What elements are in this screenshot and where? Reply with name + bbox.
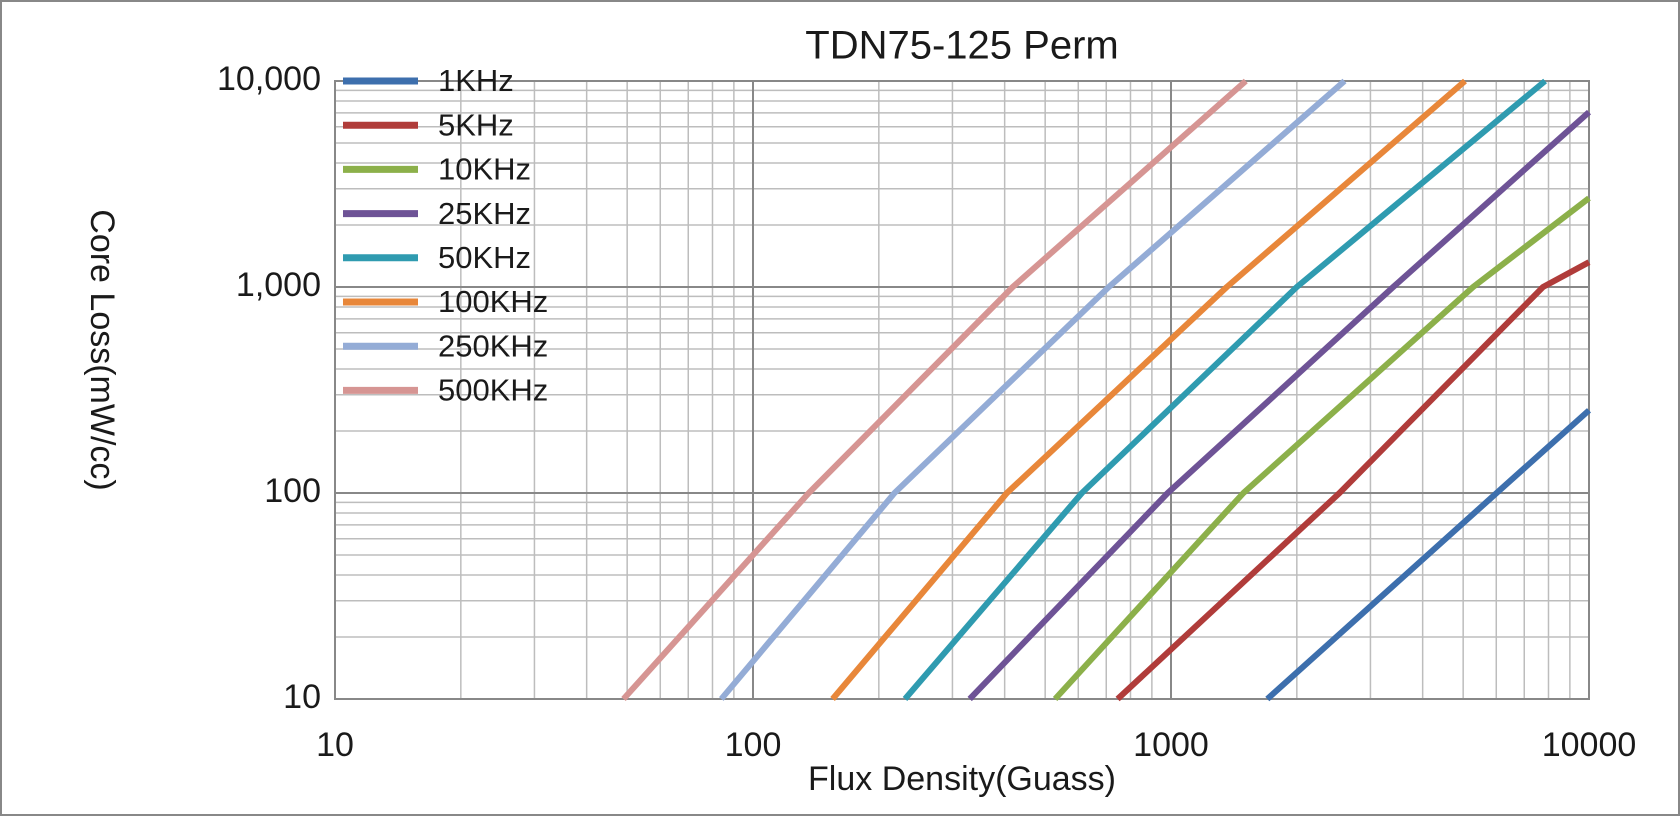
y-tick-label: 100 bbox=[264, 472, 321, 510]
legend-label: 250KHz bbox=[438, 328, 548, 363]
series-line bbox=[967, 109, 1591, 702]
y-tick-label: 10,000 bbox=[217, 60, 321, 98]
plot-border bbox=[334, 80, 1590, 700]
series-line bbox=[1115, 259, 1591, 702]
legend-label: 100KHz bbox=[438, 284, 548, 319]
series-line bbox=[830, 78, 1467, 701]
x-tick-label: 10000 bbox=[1542, 726, 1637, 764]
series-line bbox=[621, 78, 1248, 702]
series-line bbox=[1265, 408, 1592, 702]
x-tick-label: 10 bbox=[316, 726, 354, 764]
x-axis-label: Flux Density(Guass) bbox=[808, 760, 1116, 798]
y-tick-label: 10 bbox=[283, 678, 321, 716]
legend-label: 5KHz bbox=[438, 107, 514, 142]
chart-title: TDN75-125 Perm bbox=[805, 24, 1118, 68]
x-tick-label: 100 bbox=[725, 726, 782, 764]
legend-label: 1KHz bbox=[438, 63, 514, 98]
legend-label: 10KHz bbox=[438, 152, 531, 187]
legend-label: 50KHz bbox=[438, 240, 531, 275]
y-tick-label: 1,000 bbox=[236, 266, 321, 304]
x-tick-label: 1000 bbox=[1133, 726, 1209, 764]
series-line bbox=[719, 78, 1347, 701]
legend-label: 500KHz bbox=[438, 373, 548, 408]
series-line bbox=[902, 78, 1548, 701]
legend-label: 25KHz bbox=[438, 196, 531, 231]
y-axis-label: Core Loss(mW/cc) bbox=[83, 209, 121, 490]
series-line bbox=[1052, 195, 1591, 702]
